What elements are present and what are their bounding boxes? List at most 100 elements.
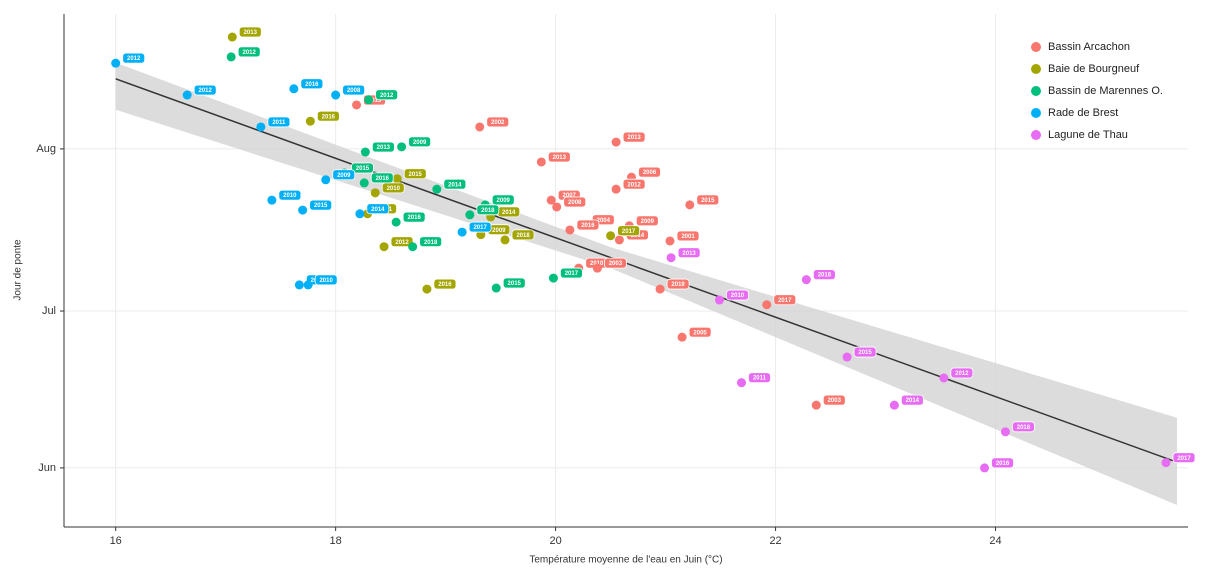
legend-swatch [1031,64,1041,74]
point-label-box [402,211,426,223]
point [256,122,266,132]
point-label-box [443,178,467,190]
point-label-box [547,151,571,163]
point [500,235,510,245]
point [305,116,315,126]
point-label: 2017 [473,225,487,231]
point [546,195,556,205]
point [762,300,772,310]
point [391,217,401,227]
point [939,373,949,383]
point-label: 2017 [622,229,636,235]
point-label: 2019 [671,282,685,288]
point-label-box [812,269,836,281]
point [355,209,365,219]
point-label-box [1012,421,1035,433]
point [331,90,341,100]
point-label: 2016 [376,176,390,182]
point-label-box [371,141,395,153]
point-label-box [676,230,700,242]
point [111,58,121,68]
point [227,32,237,42]
point-label: 2009 [497,198,511,204]
point-label: 2015 [356,166,370,172]
point-label: 2008 [347,88,361,94]
point-label: 2007 [563,193,577,199]
point [552,202,562,212]
point-label: 2012 [395,240,409,246]
point-label: 2013 [553,155,567,161]
point [298,205,308,215]
point-label-box [122,52,146,64]
point [364,95,374,105]
y-axis-title: Jour de ponte [13,239,24,301]
point-label-box [419,236,443,248]
point-label: 2012 [627,182,641,188]
point [397,142,407,152]
point-label: 2013 [627,135,641,141]
point-label-box [316,110,340,122]
point [457,227,467,237]
point [811,400,821,410]
x-tick-label: 24 [989,535,1001,547]
legend-label: Bassin de Marennes O. [1048,85,1163,97]
point [321,175,331,185]
regression-line [115,78,1178,463]
point-label: 2003 [828,398,842,404]
point-label-box [1172,452,1196,464]
y-tick-label: Aug [36,143,56,155]
point-label: 2012 [198,88,212,94]
point-label: 2002 [491,120,505,126]
point-label: 2017 [565,271,579,277]
point-label-box [403,168,427,180]
point-label-box [688,326,712,338]
point-label-box [342,84,366,96]
point-label-box [677,247,701,259]
point-label-box [433,278,457,290]
point [536,157,546,167]
point-label: 2003 [609,261,623,267]
point-label-box [622,178,646,190]
point-label-box [773,294,797,306]
point-label-box [638,166,661,178]
point-label: 2014 [371,207,385,213]
point-label-box [366,203,390,215]
point-label-box [332,169,356,181]
point-label-box [491,194,515,206]
point [360,147,370,157]
point [370,188,380,198]
point-label-box [381,182,405,194]
point [736,378,746,388]
point-label-box [476,204,500,216]
point-label: 2012 [955,371,969,377]
point-label: 2016 [438,282,452,288]
point-label-box [238,26,262,38]
point-label-box [696,194,720,206]
point-label: 2017 [1177,456,1191,462]
point-label-box [604,257,627,269]
legend-swatch [1031,42,1041,52]
point-label: 2009 [413,140,427,146]
x-axis-title: Température moyenne de l'eau en Juin (°C… [529,555,722,566]
point [614,235,624,245]
point [303,280,313,290]
point-label: 2009 [337,173,351,179]
legend-swatch [1031,130,1041,140]
point [665,236,675,246]
point-label: 2010 [731,293,745,299]
point-label: 2015 [701,198,715,204]
point-label-box [314,274,338,286]
point-label: 2018 [481,208,495,214]
point [491,283,501,293]
point-label: 2006 [643,170,657,176]
point [432,184,442,194]
point [267,195,277,205]
point [611,184,621,194]
point-label-box [726,289,749,301]
point-label: 2015 [409,172,423,178]
point-label-box [622,131,646,143]
point [685,200,695,210]
point-label: 2013 [377,145,391,151]
point-label: 2011 [272,120,286,126]
point-label: 2016 [581,223,595,229]
